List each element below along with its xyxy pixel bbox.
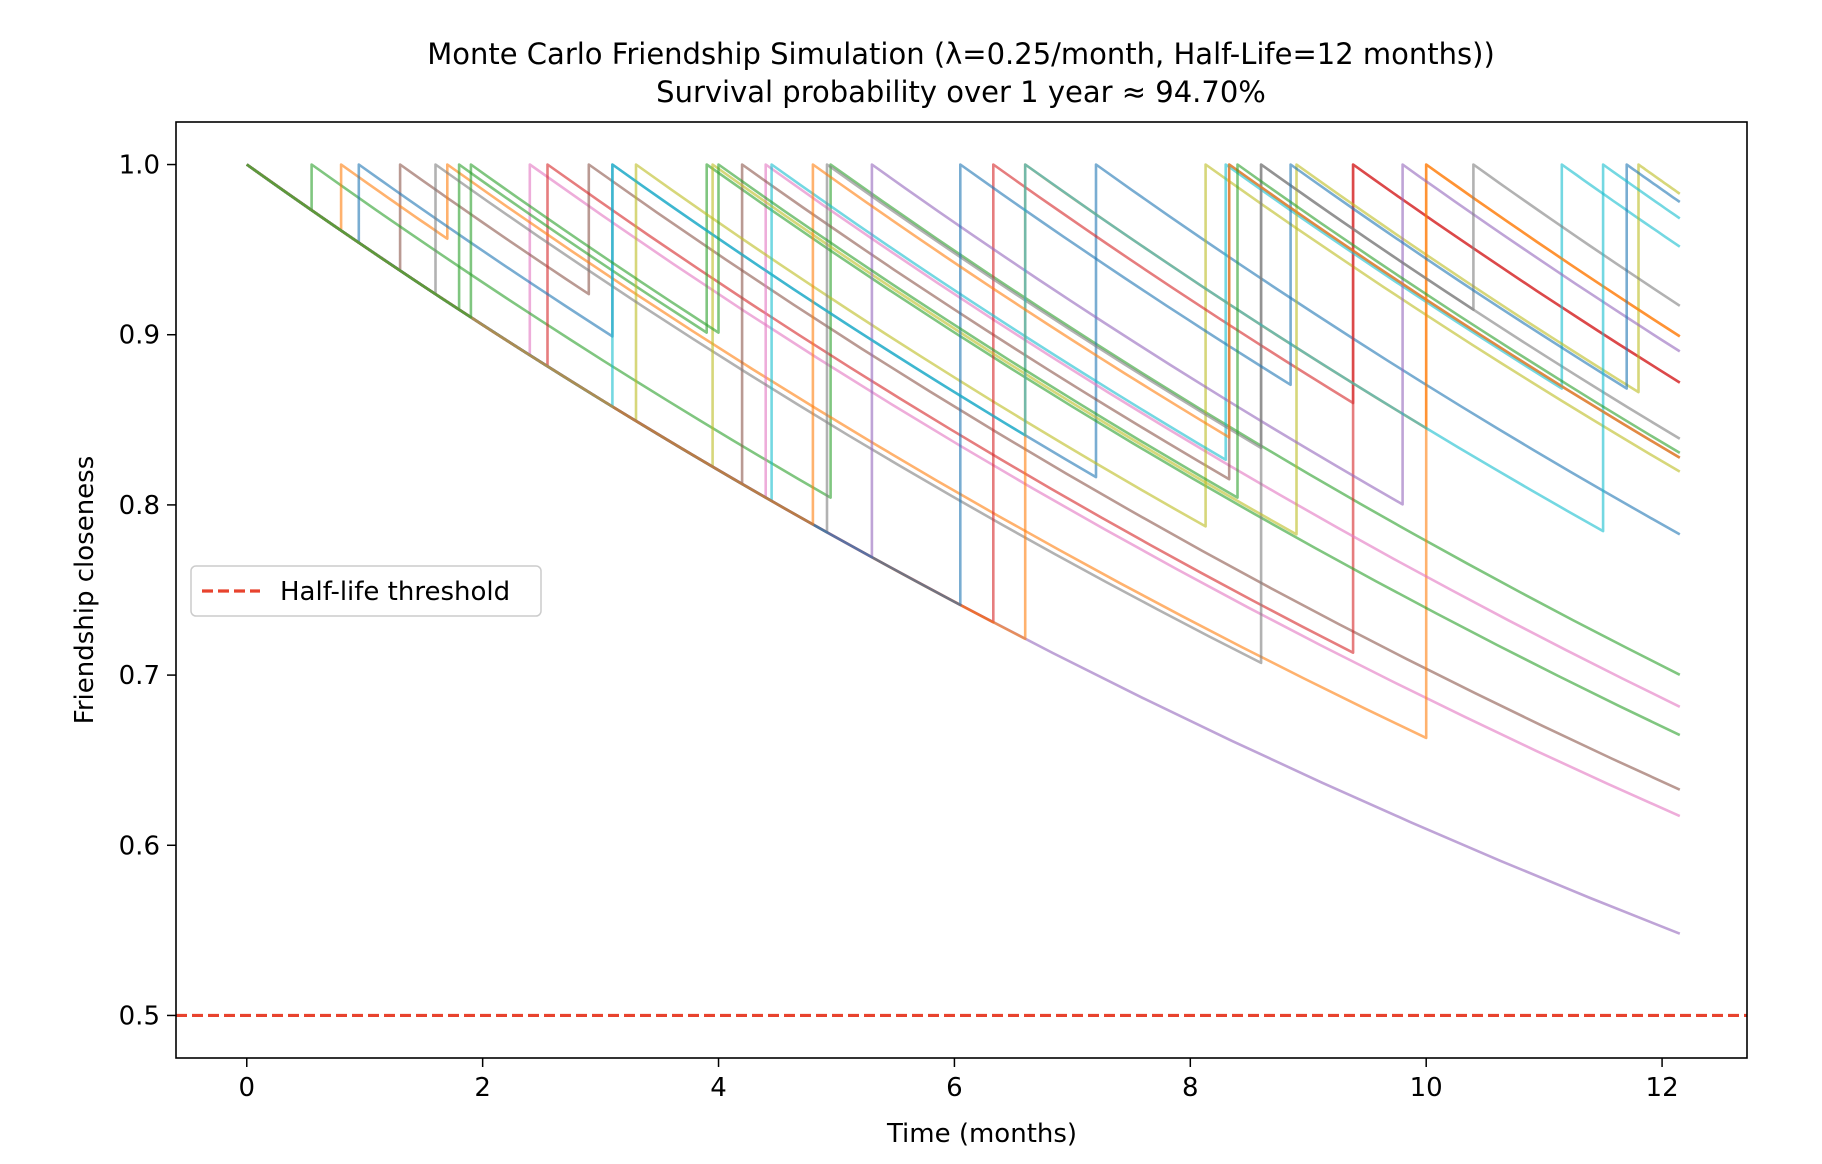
- y-tick-label-0.8: 0.8: [119, 491, 160, 521]
- y-tick-label-0.5: 0.5: [119, 1001, 160, 1031]
- series-layer: [246, 163, 1681, 935]
- axes-layer: 0 2 4 6 8 10 12 0.5 0.6 0.7 0.8 0.9 1.0: [119, 151, 1679, 1103]
- legend-box: [190, 565, 542, 617]
- x-tick-label-4: 4: [710, 1073, 727, 1103]
- series-line-21: [246, 163, 1681, 526]
- y-tick-label-0.6: 0.6: [119, 831, 160, 861]
- x-tick-label-2: 2: [474, 1073, 491, 1103]
- plot-frame: [175, 121, 1748, 1059]
- legend-threshold-label: Half-life threshold: [280, 577, 510, 607]
- x-tick-label-6: 6: [946, 1073, 963, 1103]
- x-tick-label-8: 8: [1182, 1073, 1199, 1103]
- series-line-22: [246, 163, 1681, 499]
- legend: Half-life threshold: [190, 565, 542, 617]
- y-axis-label: Friendship closeness: [70, 456, 100, 725]
- chart-title: Monte Carlo Friendship Simulation (λ=0.2…: [427, 37, 1495, 71]
- x-tick-label-10: 10: [1410, 1073, 1443, 1103]
- y-tick-label-0.7: 0.7: [119, 661, 160, 691]
- chart-subtitle: Survival probability over 1 year ≈ 94.70…: [656, 75, 1266, 109]
- x-tick-label-12: 12: [1646, 1073, 1679, 1103]
- y-tick-label-1.0: 1.0: [119, 151, 160, 181]
- x-axis-label: Time (months): [886, 1119, 1077, 1149]
- y-tick-label-0.9: 0.9: [119, 321, 160, 351]
- x-tick-label-0: 0: [238, 1073, 255, 1103]
